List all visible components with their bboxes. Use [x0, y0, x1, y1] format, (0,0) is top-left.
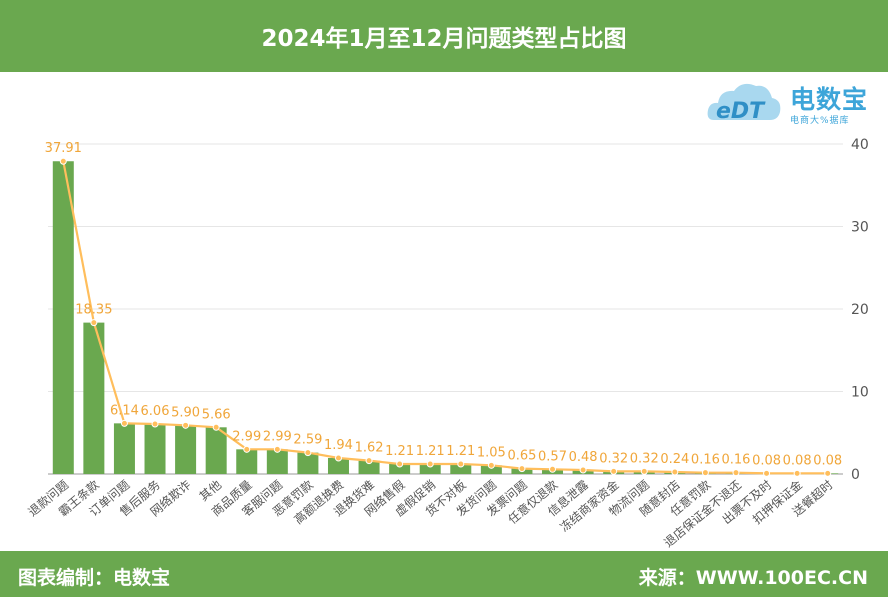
y-tick-label: 40 [851, 137, 869, 153]
line-point [334, 454, 342, 462]
line-point [701, 469, 709, 477]
line-point [457, 460, 465, 468]
logo-mark: eDT [716, 99, 766, 124]
bar [266, 449, 288, 474]
data-label: 0.08 [783, 453, 812, 468]
line-point [671, 468, 679, 476]
line-point [579, 466, 587, 474]
data-label: 0.24 [660, 452, 689, 467]
line-point [365, 457, 373, 465]
bar [236, 449, 258, 474]
data-label: 0.08 [752, 453, 781, 468]
edt-logo: eDT [707, 83, 781, 124]
data-label: 0.57 [538, 449, 567, 464]
data-label: 37.91 [45, 141, 82, 156]
line-point [549, 465, 557, 473]
line-point [763, 469, 771, 477]
bar [419, 464, 441, 474]
data-label: 0.08 [813, 453, 842, 468]
data-label: 6.14 [110, 403, 139, 418]
data-label: 1.94 [324, 438, 353, 453]
data-label: 18.35 [75, 303, 112, 318]
line-point [243, 445, 251, 453]
data-label: 5.66 [202, 407, 231, 422]
data-label: 0.16 [691, 453, 720, 468]
trend-line [62, 160, 828, 475]
logo-subtitle: 电商大%据库 [790, 116, 850, 126]
footer-source: 来源：WWW.100EC.CN [638, 567, 868, 589]
data-label: 1.62 [355, 441, 384, 456]
line-point [487, 461, 495, 469]
line-point [273, 445, 281, 453]
line-point [610, 467, 618, 475]
line-point [640, 467, 648, 475]
data-label: 0.48 [569, 450, 598, 465]
line-point [793, 469, 801, 477]
cloud-icon [707, 83, 781, 120]
bar [205, 427, 227, 474]
bar [52, 161, 74, 474]
bar [480, 465, 502, 474]
data-label: 2.99 [232, 429, 261, 444]
y-tick-label: 10 [851, 385, 869, 401]
line-point [396, 460, 404, 468]
line-point [59, 157, 67, 165]
data-label: 1.21 [416, 444, 445, 459]
bar [83, 322, 105, 474]
logo-name: 电数宝 [790, 85, 869, 114]
footer-bar: 图表编制：电数宝 来源：WWW.100EC.CN [0, 551, 888, 597]
data-label: 0.32 [599, 451, 628, 466]
line-point [824, 469, 832, 477]
data-label: 2.99 [263, 429, 292, 444]
data-label: 1.21 [385, 444, 414, 459]
data-label: 0.16 [722, 453, 751, 468]
line-point [151, 420, 159, 428]
bar [297, 452, 319, 474]
bar [144, 424, 166, 474]
chart-title: 2024年1月至12月问题类型占比图 [0, 0, 888, 72]
line-point [426, 460, 434, 468]
data-label: 5.90 [171, 405, 200, 420]
line-point [304, 449, 312, 457]
bar [113, 423, 135, 474]
footer-credit: 图表编制：电数宝 [18, 567, 171, 589]
y-tick-label: 30 [851, 220, 869, 236]
line-point [182, 421, 190, 429]
line-point [120, 419, 128, 427]
data-label: 0.65 [507, 449, 536, 464]
data-label: 0.32 [630, 451, 659, 466]
bar [358, 460, 380, 474]
data-label: 1.21 [446, 444, 475, 459]
bar [389, 464, 411, 474]
line-point [732, 469, 740, 477]
bar [175, 425, 197, 474]
y-tick-label: 20 [851, 302, 869, 318]
data-label: 6.06 [141, 404, 170, 419]
bar [450, 464, 472, 474]
y-tick-label: 0 [851, 467, 860, 483]
line-point [212, 423, 220, 431]
line-point [90, 319, 98, 327]
line-point [518, 465, 526, 473]
data-label: 2.59 [293, 433, 322, 448]
data-label: 1.05 [477, 445, 506, 460]
bar [327, 457, 349, 474]
